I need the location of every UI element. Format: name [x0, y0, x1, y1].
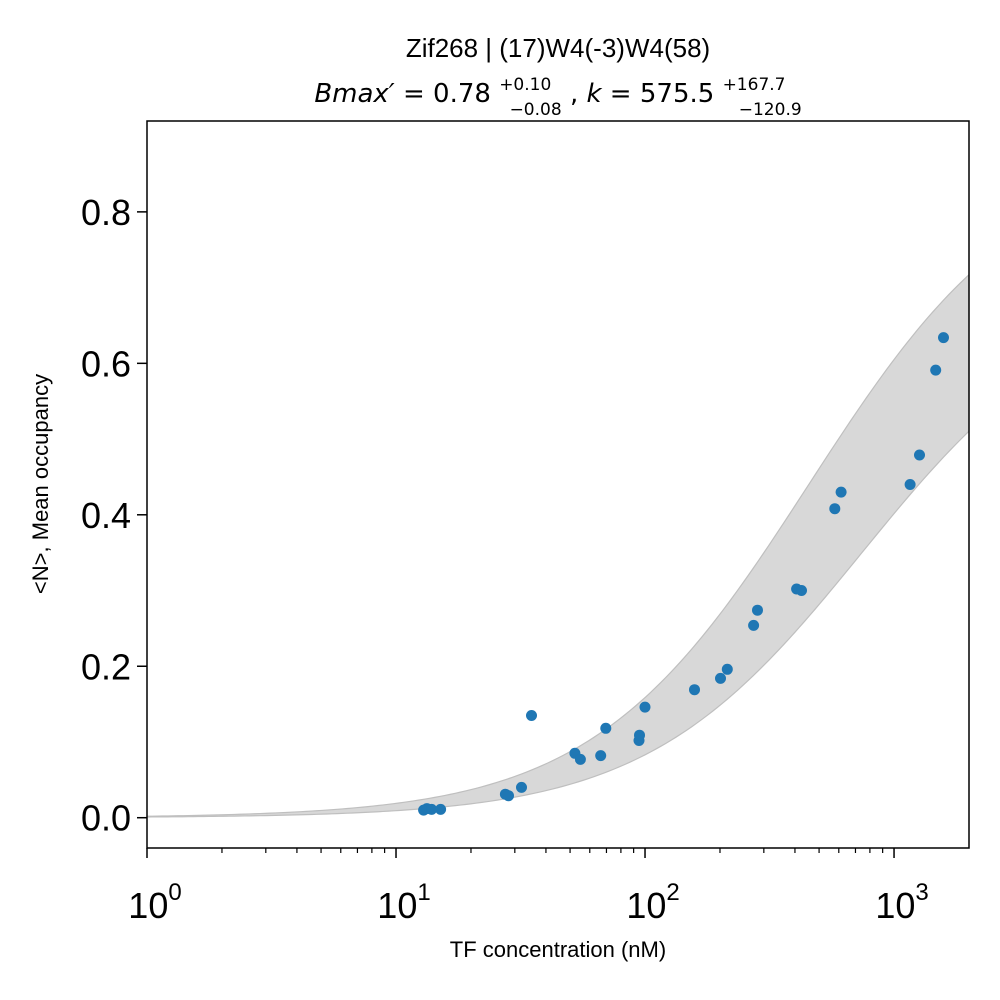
data-point: [574, 753, 586, 765]
plot-area: 100 101 102 103 0.00.20.40.60.8: [81, 120, 970, 926]
x-axis-label: TF concentration (nM): [450, 937, 666, 962]
k-symbol: k: [586, 79, 602, 109]
data-point: [715, 672, 726, 684]
y-tick-label: 0.0: [81, 798, 131, 839]
x-tick-label: 103: [875, 879, 928, 926]
data-point: [752, 604, 763, 616]
data-point: [634, 729, 645, 741]
data-point: [748, 619, 760, 631]
data-point: [516, 781, 527, 793]
data-point: [904, 479, 916, 490]
fit-band-lower-edge: [146, 430, 970, 818]
y-tick-label: 0.6: [81, 343, 131, 384]
data-point: [503, 790, 514, 802]
bmax-plus: +0.10: [499, 75, 551, 95]
data-point: [435, 803, 447, 815]
y-axis-ticks: 0.0 0.2 0.4 0.6 0.8: [81, 192, 147, 839]
data-point: [835, 486, 847, 498]
data-point: [930, 364, 942, 376]
y-tick-label: 0.8: [81, 192, 131, 233]
x-axis-ticks: 100 101 102 103: [128, 848, 929, 926]
fit-band-upper-edge: [146, 274, 970, 817]
plot-frame: [146, 120, 970, 849]
data-point: [426, 803, 438, 815]
k-value: 575.5: [640, 79, 714, 109]
bmax-minus: −0.08: [510, 100, 562, 120]
x-tick-label: 102: [626, 879, 679, 926]
bmax-symbol: Bmax′: [314, 79, 394, 109]
x-tick-exponent: 1: [417, 879, 430, 906]
data-point: [526, 710, 537, 721]
x-tick-exponent: 2: [666, 879, 679, 906]
x-tick-base: 10: [377, 885, 417, 926]
k-plus: +167.7: [723, 75, 786, 95]
data-point: [600, 722, 612, 734]
fit-confidence-band: [147, 274, 969, 817]
data-point: [796, 585, 807, 596]
bmax-equals: =: [403, 79, 433, 109]
data-point: [639, 701, 651, 713]
data-point: [829, 503, 841, 515]
data-point: [689, 684, 700, 696]
data-point: [595, 750, 607, 762]
data-points-layer: [418, 332, 949, 816]
k-minus: −120.9: [739, 100, 802, 120]
bmax-value: 0.78: [433, 79, 491, 109]
chart-subtitle: Bmax′ = 0.78 +0.10 −0.08 , k = 575.5 +16…: [314, 67, 801, 122]
data-point: [938, 332, 949, 344]
chart-title-group: Zif268 | (17)W4(-3)W4(58) Bmax′ = 0.78 +…: [314, 33, 801, 122]
k-equals: =: [610, 79, 640, 109]
x-tick-label: 101: [377, 879, 430, 926]
y-tick-label: 0.4: [81, 495, 131, 536]
x-tick-exponent: 3: [915, 879, 928, 906]
fit-band-layer: [146, 274, 970, 818]
y-axis-label: <N>, Mean occupancy: [28, 374, 53, 594]
chart-title: Zif268 | (17)W4(-3)W4(58): [406, 33, 710, 63]
x-tick-label: 100: [128, 879, 181, 926]
data-point: [914, 449, 925, 461]
y-tick-label: 0.2: [81, 646, 131, 687]
x-tick-base: 10: [875, 885, 915, 926]
x-tick-base: 10: [626, 885, 666, 926]
x-tick-base: 10: [128, 885, 168, 926]
x-tick-exponent: 0: [168, 879, 181, 906]
subtitle-comma: ,: [570, 79, 587, 109]
data-point: [721, 663, 733, 675]
